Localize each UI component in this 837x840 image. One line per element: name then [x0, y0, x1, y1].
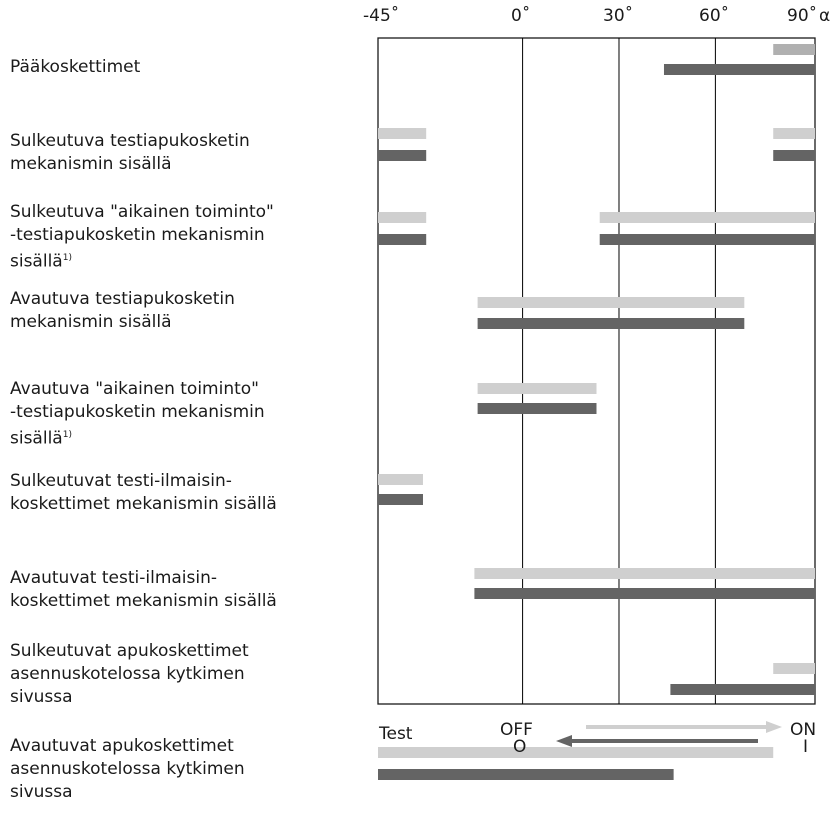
bar-row6-light [474, 568, 815, 579]
bar-row1-light-extra [773, 128, 815, 139]
bar-row8-light [378, 747, 774, 758]
bar-row1-dark [378, 150, 427, 161]
row-label-closing-test-aux: Sulkeutuva testiapukosketin mekanismin s… [10, 131, 250, 174]
axis-tick-30: 30˚ [603, 6, 634, 26]
row-label-opening-test-aux: Avautuva testiapukosketin mekanismin sis… [10, 289, 235, 332]
bar-row6-dark [474, 588, 815, 599]
row-label-opening-early-test-aux: Avautuva "aikainen toiminto" -testiapuko… [10, 379, 265, 449]
row-label-closing-test-indicator: Sulkeutuvat testi-ilmaisin- koskettimet … [10, 471, 277, 514]
bar-row1-dark-extra [773, 150, 815, 161]
axis-tick-60: 60˚ [699, 6, 730, 26]
bar-row4-light [477, 383, 597, 394]
row-label-closing-early-test-aux: Sulkeutuva "aikainen toiminto" -testiapu… [10, 202, 274, 272]
footnote-marker: 1) [62, 430, 72, 440]
alpha-symbol: α [819, 6, 831, 26]
bar-row4-dark [477, 403, 597, 414]
row-label-main-contacts: Pääkoskettimet [10, 57, 141, 77]
row-label-closing-aux-enclosure: Sulkeutuvat apukoskettimet asennuskotelo… [10, 641, 249, 707]
on-symbol: I [803, 737, 809, 757]
bar-row2-light-extra [599, 212, 815, 223]
bar-row2-light [378, 212, 427, 223]
row-label-opening-aux-enclosure: Avautuvat apukoskettimet asennuskoteloss… [10, 736, 245, 802]
bar-row1-light [378, 128, 427, 139]
bar-row5-light [378, 474, 423, 485]
bar-row2-dark [378, 234, 427, 245]
axis-tick-90: 90˚ [787, 6, 818, 26]
off-direction-arrow-head [556, 735, 572, 747]
bar-row0-lightTop [773, 44, 815, 55]
bar-row7-light [773, 663, 815, 674]
bar-row3-light [477, 297, 745, 308]
axis-tick-minus45: -45˚ [363, 6, 400, 26]
chart-frame [377, 37, 816, 705]
row-label-opening-test-indicator: Avautuvat testi-ilmaisin- koskettimet me… [10, 568, 277, 611]
bar-row7-dark [670, 684, 815, 695]
on-direction-arrow-head [766, 721, 782, 733]
off-symbol: O [513, 737, 527, 757]
bar-row5-dark [378, 494, 423, 505]
off-label: OFF [500, 720, 533, 740]
bar-row2-dark-extra [599, 234, 815, 245]
bar-row8-dark [378, 769, 674, 780]
footnote-marker: 1) [62, 253, 72, 263]
test-label: Test [379, 724, 413, 744]
on-label: ON [790, 720, 817, 740]
axis-tick-0: 0˚ [511, 6, 531, 26]
bar-row3-dark [477, 318, 745, 329]
bar-row0-dark [663, 64, 815, 75]
